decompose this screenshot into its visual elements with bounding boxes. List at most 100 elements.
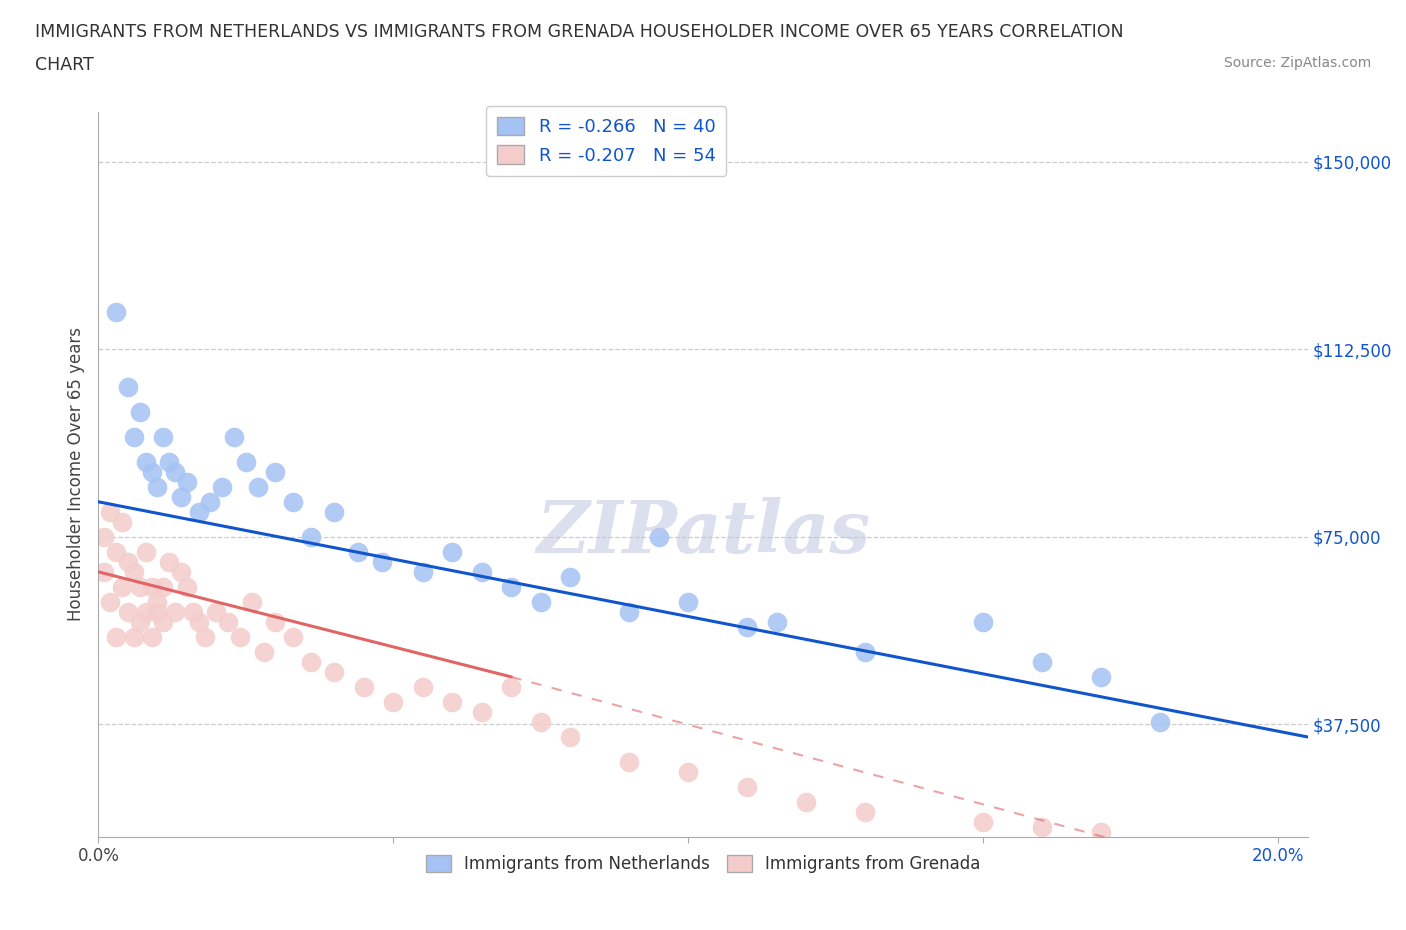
Point (678, 594, 700, 609)
Text: IMMIGRANTS FROM NETHERLANDS VS IMMIGRANTS FROM GRENADA HOUSEHOLDER INCOME OVER 6: IMMIGRANTS FROM NETHERLANDS VS IMMIGRANT… (35, 23, 1123, 41)
Point (853, 804, 876, 819)
Point (205, 604, 228, 619)
Text: CHART: CHART (35, 56, 94, 73)
Text: ZIPatlas: ZIPatlas (536, 497, 870, 568)
Point (765, 615, 787, 630)
Point (128, 579, 150, 594)
Point (678, 764, 700, 779)
Point (560, 729, 582, 744)
Y-axis label: Householder Income Over 65 years: Householder Income Over 65 years (66, 327, 84, 621)
Point (246, 479, 269, 494)
Point (501, 680, 523, 695)
Point (111, 514, 134, 529)
Point (1090, 670, 1112, 684)
Point (853, 644, 876, 659)
Point (117, 604, 139, 619)
Point (117, 554, 139, 569)
Point (370, 554, 392, 569)
Point (105, 544, 128, 559)
Point (441, 544, 464, 559)
Point (187, 504, 209, 519)
Point (264, 615, 287, 630)
Point (105, 304, 128, 319)
Point (128, 405, 150, 419)
Point (735, 619, 758, 634)
Point (412, 565, 434, 579)
Point (229, 630, 252, 644)
Point (501, 579, 523, 594)
Point (441, 695, 464, 710)
Point (157, 455, 180, 470)
Point (122, 565, 145, 579)
Point (560, 569, 582, 584)
Point (141, 464, 163, 479)
Point (735, 779, 758, 794)
Point (152, 430, 174, 445)
Point (471, 705, 494, 720)
Point (794, 794, 817, 809)
Point (530, 594, 553, 609)
Point (353, 680, 375, 695)
Point (122, 630, 145, 644)
Point (111, 579, 134, 594)
Point (141, 630, 163, 644)
Point (98, 594, 121, 609)
Point (135, 604, 157, 619)
Point (146, 604, 169, 619)
Point (194, 630, 217, 644)
Point (530, 714, 553, 729)
Point (972, 615, 994, 630)
Point (98, 504, 121, 519)
Point (323, 504, 346, 519)
Point (235, 455, 257, 470)
Point (471, 565, 494, 579)
Point (176, 579, 198, 594)
Point (141, 579, 163, 594)
Point (1031, 819, 1053, 834)
Point (1149, 714, 1171, 729)
Point (152, 615, 174, 630)
Point (1031, 655, 1053, 670)
Point (217, 615, 239, 630)
Point (323, 664, 346, 679)
Point (146, 479, 169, 494)
Point (200, 495, 222, 510)
Point (157, 554, 180, 569)
Point (181, 604, 204, 619)
Point (105, 630, 128, 644)
Point (128, 615, 150, 630)
Point (117, 379, 139, 394)
Point (93, 529, 115, 544)
Point (122, 430, 145, 445)
Point (170, 565, 193, 579)
Point (648, 529, 671, 544)
Point (619, 604, 641, 619)
Point (972, 815, 994, 830)
Point (93, 565, 115, 579)
Point (619, 754, 641, 769)
Legend: Immigrants from Netherlands, Immigrants from Grenada: Immigrants from Netherlands, Immigrants … (419, 848, 987, 880)
Point (152, 579, 174, 594)
Point (240, 594, 263, 609)
Point (1090, 825, 1112, 840)
Point (170, 489, 193, 504)
Point (412, 680, 434, 695)
Point (222, 430, 245, 445)
Point (264, 464, 287, 479)
Point (187, 615, 209, 630)
Point (281, 495, 304, 510)
Point (347, 544, 370, 559)
Point (211, 479, 233, 494)
Point (165, 604, 187, 619)
Point (165, 464, 187, 479)
Point (299, 655, 322, 670)
Text: Source: ZipAtlas.com: Source: ZipAtlas.com (1223, 56, 1371, 70)
Point (299, 529, 322, 544)
Point (281, 630, 304, 644)
Point (146, 594, 169, 609)
Point (135, 544, 157, 559)
Point (382, 695, 405, 710)
Point (252, 644, 274, 659)
Point (176, 474, 198, 489)
Point (135, 455, 157, 470)
